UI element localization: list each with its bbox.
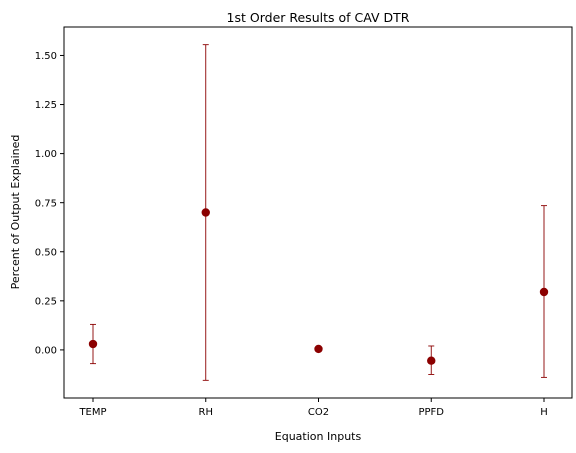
data-point	[201, 208, 210, 217]
y-tick-label: 0.75	[35, 198, 57, 209]
x-tick-label: PPFD	[418, 407, 444, 418]
x-tick-label: RH	[199, 407, 213, 418]
x-tick-label: CO2	[308, 407, 329, 418]
data-point	[427, 356, 436, 365]
data-point	[88, 339, 98, 349]
y-tick-label: 0.00	[35, 346, 57, 357]
x-tick-label: H	[540, 407, 548, 418]
plot-frame	[63, 26, 573, 399]
data-point	[539, 287, 549, 297]
x-axis-label: Equation Inputs	[275, 430, 362, 443]
x-tick-label: TEMP	[78, 407, 106, 418]
y-tick-label: 0.25	[35, 296, 57, 307]
chart-title: 1st Order Results of CAV DTR	[227, 10, 410, 25]
plot-area: 0.00 0.25 0.50 0.75 1.00 1.25 1.50 TEMP RH CO2 PPF…	[35, 44, 549, 418]
y-tick-label: 1.50	[35, 51, 57, 62]
y-tick-label: 1.00	[35, 149, 57, 160]
y-tick-label: 1.25	[35, 100, 57, 111]
y-axis-label: Percent of Output Explained	[9, 135, 22, 290]
data-point	[314, 344, 323, 354]
y-tick-label: 0.50	[35, 247, 57, 258]
